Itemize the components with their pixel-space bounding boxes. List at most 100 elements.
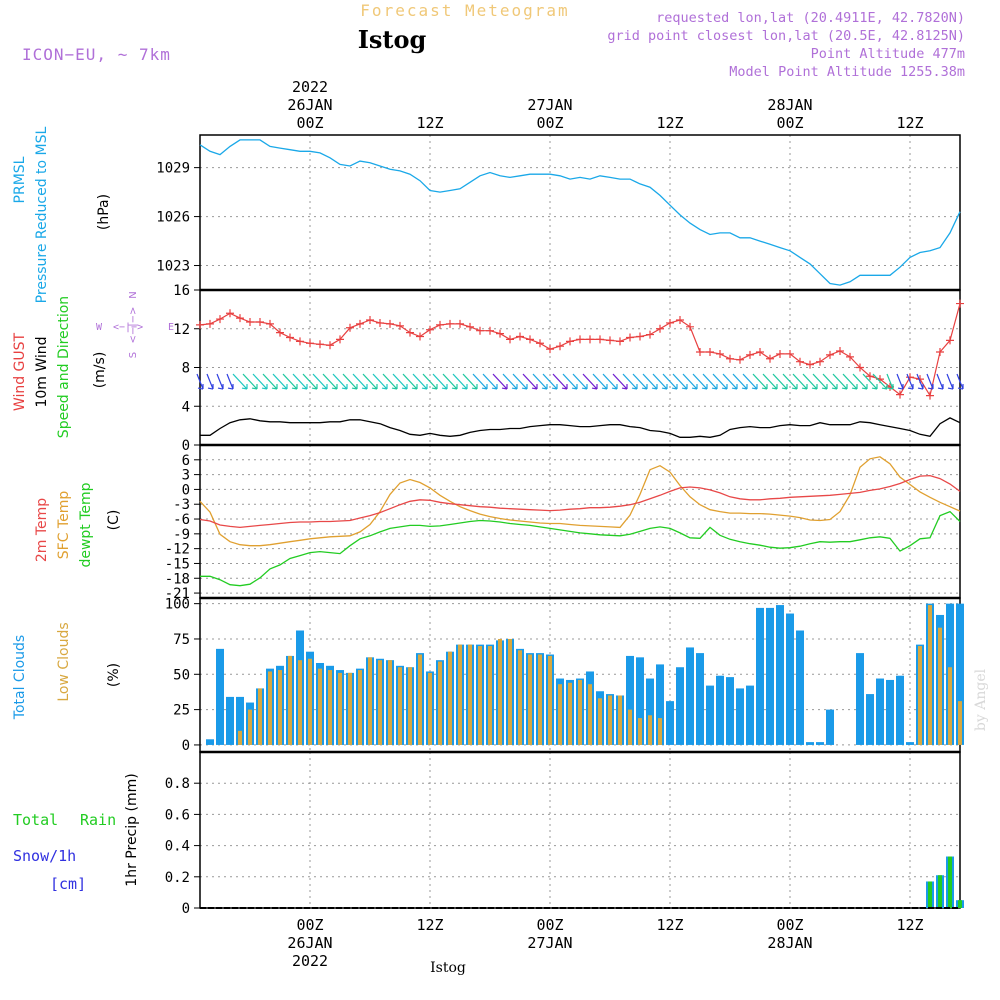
y-tick-label: 1023	[156, 259, 190, 275]
total-cloud-bar	[226, 696, 234, 745]
wind-direction-arrow	[702, 373, 718, 390]
wind-direction-arrow	[642, 373, 658, 390]
wind-direction-arrow	[926, 373, 934, 390]
meteogram-title: Forecast Meteogram	[360, 1, 569, 20]
compass-n: N	[128, 291, 139, 298]
total-clouds-label: Total Clouds	[12, 635, 28, 720]
top-time-label: 00Z	[296, 114, 323, 132]
wind-direction-arrow	[802, 373, 818, 390]
total-cloud-bar	[796, 630, 804, 745]
wind-direction-arrow	[492, 373, 508, 390]
y-tick-label: 4	[182, 399, 190, 415]
wind-direction-arrow	[956, 373, 964, 390]
bottom-date-label: 26JAN	[287, 934, 332, 952]
gust-point	[406, 328, 414, 337]
top-time-label: 00Z	[536, 114, 563, 132]
precip-total-label: Total	[13, 811, 58, 829]
gust-point	[846, 352, 854, 361]
low-cloud-bar	[658, 718, 662, 745]
top-time-label: 12Z	[656, 114, 683, 132]
wind-gust-label: Wind GUST	[12, 332, 28, 411]
wind-direction-arrow	[762, 373, 778, 390]
gust-point	[506, 335, 514, 344]
bottom-time-label: 12Z	[416, 916, 443, 934]
gust-point	[226, 309, 234, 318]
gust-point	[666, 318, 674, 327]
wind-direction-arrow	[342, 373, 358, 390]
low-cloud-bar	[408, 667, 412, 745]
gust-point	[826, 350, 834, 359]
rain-bar	[948, 856, 952, 908]
gust-point	[766, 354, 774, 363]
wind-direction-arrow	[332, 373, 348, 390]
low-cloud-bar	[488, 646, 492, 745]
gust-point	[536, 339, 544, 348]
gust-point	[296, 337, 304, 346]
gust-point	[626, 333, 634, 342]
wind-direction-arrow	[842, 373, 858, 390]
y-tick-label: 0	[182, 901, 190, 917]
wind-direction-arrow	[886, 373, 894, 390]
y-tick-label: -9	[173, 527, 190, 543]
wind-direction-arrow	[662, 373, 678, 390]
y-tick-label: 75	[173, 632, 190, 648]
low-cloud-bar	[248, 709, 252, 745]
total-cloud-bar	[206, 739, 214, 745]
low-cloud-bar	[608, 695, 612, 745]
gust-point	[376, 318, 384, 327]
wind-direction-arrow	[652, 373, 668, 390]
wind-direction-arrow	[482, 373, 498, 390]
top-date-label: 27JAN	[527, 96, 572, 114]
location-title: Istog	[358, 25, 427, 54]
pressure-label-1: PRMSL	[12, 156, 28, 203]
total-cloud-bar	[686, 647, 694, 745]
gust-point	[206, 319, 214, 328]
wind-direction-arrow	[582, 373, 598, 390]
wind-direction-arrow	[502, 373, 518, 390]
gust-point	[486, 326, 494, 335]
low-cloud-bar	[598, 698, 602, 745]
gust-point	[896, 390, 904, 399]
gust-point	[266, 319, 274, 328]
gust-point	[836, 347, 844, 356]
bottom-time-label: 00Z	[776, 916, 803, 934]
low-cloud-bar	[918, 646, 922, 745]
precip-panel-frame	[199, 751, 961, 909]
wind-direction-arrow	[936, 373, 944, 390]
low-cloud-bar	[638, 718, 642, 745]
top-time-label: 12Z	[896, 114, 923, 132]
gust-point	[556, 342, 564, 351]
y-tick-label: -3	[173, 497, 190, 513]
wind-direction-arrow	[206, 373, 214, 390]
model-name: ICON−EU, ~ 7km	[22, 45, 171, 64]
gust-point	[636, 332, 644, 341]
wind-direction-arrow	[782, 373, 798, 390]
wind-direction-arrow	[196, 373, 204, 390]
precip-snow-unit: [cm]	[50, 875, 86, 893]
wind-direction-arrow	[672, 373, 688, 390]
model-altitude: Model Point Altitude 1255.38m	[729, 64, 965, 80]
low-cloud-bar	[258, 688, 262, 745]
gust-point	[396, 321, 404, 330]
y-tick-label: -12	[165, 542, 190, 558]
low-cloud-bar	[398, 667, 402, 745]
total-cloud-bar	[656, 664, 664, 745]
low-cloud-bar	[548, 655, 552, 745]
gust-point	[466, 322, 474, 331]
gust-point	[526, 335, 534, 344]
wind-direction-arrow	[462, 373, 478, 390]
bottom-date-label: 27JAN	[527, 934, 572, 952]
low-cloud-bar	[358, 670, 362, 745]
y-tick-label: -15	[165, 556, 190, 572]
gust-point	[276, 328, 284, 337]
wind-direction-arrow	[722, 373, 738, 390]
wind-direction-arrow	[772, 373, 788, 390]
low-cloud-bar	[928, 605, 932, 745]
wind-direction-arrow	[532, 373, 548, 390]
gust-point	[926, 391, 934, 400]
precip-rain-label: Rain	[80, 811, 116, 829]
low-cloud-bar	[508, 638, 512, 745]
gust-point	[366, 316, 374, 325]
wind-direction-arrow	[602, 373, 618, 390]
y-tick-label: 100	[165, 597, 190, 613]
